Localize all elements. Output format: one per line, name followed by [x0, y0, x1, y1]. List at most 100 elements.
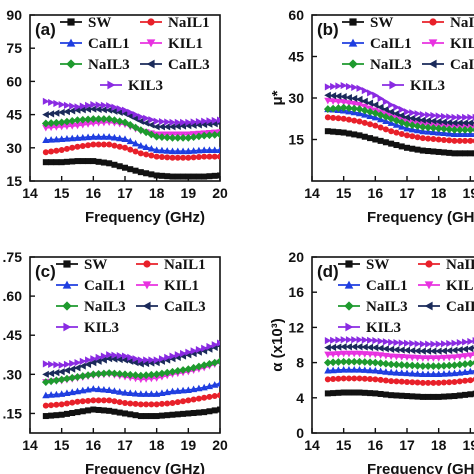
x-axis-label: Frequency (GHz) — [367, 209, 474, 226]
data-point — [413, 347, 421, 355]
data-point — [137, 376, 145, 384]
legend-label: NaIL3 — [84, 299, 126, 315]
data-point — [461, 125, 469, 134]
data-point — [430, 379, 437, 386]
data-point — [63, 108, 70, 116]
data-point — [137, 141, 145, 149]
data-point — [403, 369, 411, 377]
legend-label: NaIL3 — [370, 57, 412, 73]
x-tick-label: 15 — [54, 437, 70, 453]
legend-marker — [344, 280, 354, 289]
x-tick-label: 18 — [431, 185, 447, 201]
data-point — [84, 121, 92, 128]
data-point — [58, 108, 65, 116]
data-point — [440, 379, 447, 386]
data-point — [387, 368, 395, 376]
data-point — [425, 135, 432, 142]
data-point — [42, 391, 50, 399]
data-point — [466, 352, 474, 360]
data-point — [121, 388, 129, 396]
data-point — [126, 137, 134, 145]
data-point — [462, 338, 469, 346]
data-point — [116, 105, 124, 113]
data-point — [377, 103, 384, 111]
x-tick-label: 17 — [399, 185, 415, 201]
data-point — [324, 351, 332, 359]
data-point — [419, 147, 426, 154]
data-point — [184, 133, 193, 142]
legend-marker — [345, 260, 353, 268]
x-axis-label: Frequency (GHz) — [85, 461, 205, 474]
data-point — [350, 350, 358, 358]
data-point — [127, 411, 134, 418]
data-point — [147, 359, 155, 367]
data-point — [100, 407, 107, 414]
legend-marker — [345, 322, 354, 332]
data-point — [111, 161, 118, 168]
data-point — [408, 346, 416, 355]
data-point — [79, 357, 87, 365]
legend-marker — [425, 260, 433, 268]
data-point — [382, 338, 390, 346]
data-point — [413, 361, 422, 370]
data-point — [345, 366, 353, 373]
data-point — [424, 116, 432, 125]
data-point — [105, 115, 114, 123]
x-tick-label: 15 — [336, 185, 352, 201]
data-point — [340, 389, 347, 396]
data-point — [111, 408, 118, 415]
data-point — [184, 122, 192, 130]
data-point — [69, 410, 76, 417]
data-point — [211, 146, 219, 154]
data-point — [169, 352, 177, 360]
data-point — [180, 349, 187, 358]
data-point — [200, 120, 208, 129]
data-point — [174, 411, 181, 418]
data-point — [63, 101, 71, 109]
y-tick-label: 15 — [288, 132, 304, 148]
legend-item-CaIL3: CaIL3 — [136, 299, 206, 315]
data-point — [450, 125, 459, 134]
x-tick-label: 18 — [149, 437, 165, 453]
data-point — [79, 386, 87, 394]
legend-marker — [142, 281, 152, 290]
data-point — [73, 122, 82, 130]
data-point — [132, 412, 139, 419]
data-point — [377, 124, 384, 131]
data-point — [366, 366, 374, 374]
data-point — [58, 361, 66, 369]
data-point — [388, 392, 395, 399]
data-point — [356, 118, 363, 125]
data-point — [387, 360, 396, 369]
legend-marker — [147, 18, 155, 26]
data-point — [355, 357, 364, 366]
data-point — [147, 375, 155, 383]
series-NaIL1 — [324, 375, 474, 386]
data-point — [164, 173, 171, 180]
data-point — [435, 136, 442, 143]
data-point — [148, 356, 155, 364]
data-point — [451, 137, 458, 144]
data-point — [329, 358, 338, 367]
data-point — [68, 134, 76, 142]
data-point — [158, 146, 166, 154]
data-point — [419, 111, 427, 119]
data-point — [63, 410, 70, 417]
data-point — [361, 133, 368, 140]
data-point — [47, 391, 55, 398]
data-point — [392, 360, 401, 369]
data-point — [425, 379, 432, 386]
series-NaIL3 — [41, 115, 220, 142]
data-point — [164, 353, 171, 361]
data-point — [367, 135, 374, 142]
y-tick-label: 4 — [296, 390, 304, 406]
data-point — [100, 101, 108, 109]
data-point — [409, 379, 416, 386]
data-point — [69, 102, 76, 110]
data-point — [158, 412, 165, 419]
data-point — [153, 390, 161, 397]
data-point — [345, 116, 352, 123]
plot-area — [323, 336, 474, 400]
legend-label: CaIL1 — [88, 36, 130, 52]
data-point — [84, 133, 92, 141]
